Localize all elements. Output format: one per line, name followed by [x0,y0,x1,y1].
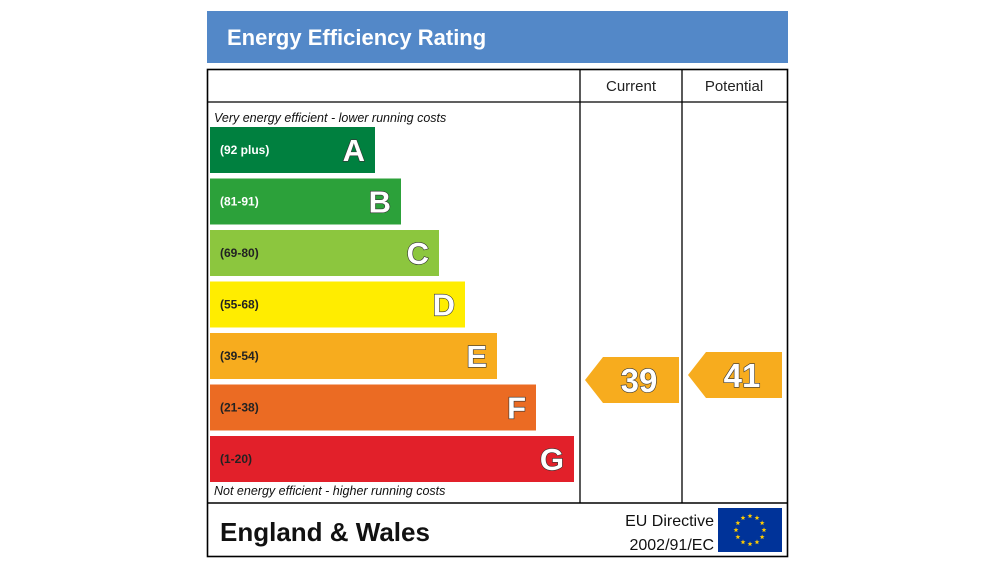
current-pointer [585,357,679,403]
band-f-bar [210,384,536,431]
band-d-range: (55-68) [220,298,259,312]
directive-line-2: 2002/91/EC [629,537,714,554]
score-pointers: 39 41 [585,352,782,403]
current-score: 39 [621,362,658,399]
potential-column-header: Potential [705,78,763,95]
region-label: England & Wales [220,517,430,547]
band-b-letter: B [369,185,391,220]
eu-flag-stars [733,513,767,547]
chart-frame [206,68,789,558]
eu-star [747,513,753,519]
eu-star [740,515,746,520]
band-e-bar [210,333,497,379]
band-g-letter: G [540,442,564,477]
eu-star [754,515,760,520]
band-d-letter: D [433,288,455,323]
band-f-letter: F [507,391,526,426]
directive-line-1: EU Directive [625,513,714,530]
eu-star [761,527,767,533]
eu-star [735,534,741,540]
band-c-letter: C [407,236,429,271]
potential-score: 41 [724,357,761,394]
band-b-range: (81-91) [220,195,259,209]
eu-star [754,539,760,545]
band-e-letter: E [466,339,487,374]
band-c-bar [210,230,439,276]
eu-star [747,541,753,547]
band-a-letter: A [343,133,365,168]
bottom-note: Not energy efficient - higher running co… [214,484,445,498]
band-c-range: (69-80) [220,246,259,260]
title-bar [207,11,788,63]
top-note: Very energy efficient - lower running co… [214,111,446,125]
band-g-bar [210,436,574,482]
current-column-header: Current [606,78,657,95]
eu-flag-icon [718,508,782,552]
eu-star [759,520,765,526]
eu-star [759,534,765,540]
band-a-range: (92 plus) [220,143,269,157]
chart-title: Energy Efficiency Rating [227,25,486,50]
band-d-bar [210,281,465,328]
potential-pointer [688,352,782,398]
rating-bands: (92 plus) A (81-91) B (69-80) C (55-68) D (39-54… [210,127,574,482]
band-a-bar [210,127,375,173]
band-g-range: (1-20) [220,452,252,466]
band-b-bar [210,178,401,225]
eu-star [740,539,746,545]
band-f-range: (21-38) [220,401,259,415]
eu-star [733,527,739,533]
band-e-range: (39-54) [220,349,259,363]
eu-star [735,520,741,526]
